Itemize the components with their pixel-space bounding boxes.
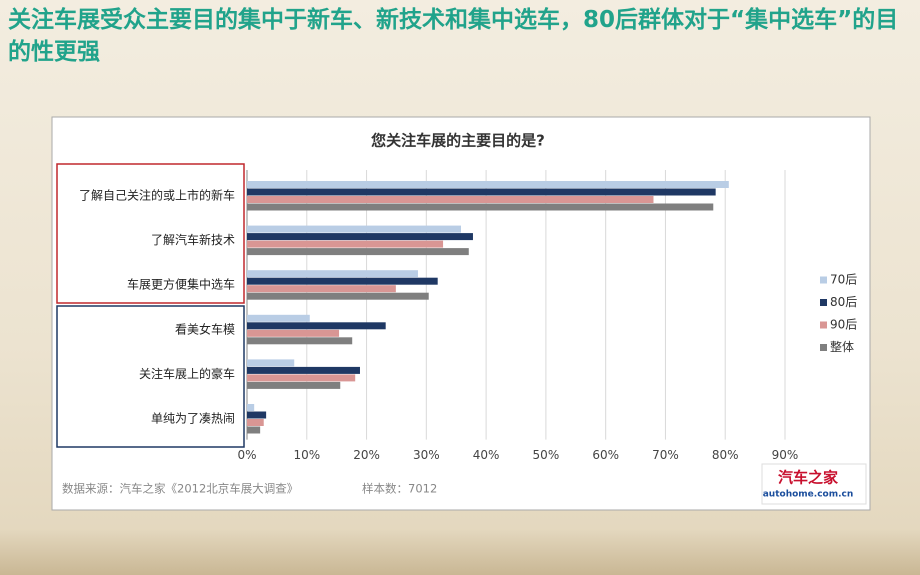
- y-tick-label: 了解自己关注的或上市的新车: [79, 188, 235, 203]
- y-tick-label: 了解汽车新技术: [151, 232, 235, 247]
- y-tick-label: 车展更方便集中选车: [127, 277, 235, 292]
- x-tick-label: 40%: [473, 448, 500, 462]
- legend-label: 80后: [830, 295, 857, 309]
- legend-swatch: [820, 299, 827, 306]
- bar: [247, 337, 353, 345]
- bar: [247, 277, 438, 285]
- y-tick-label: 看美女车模: [175, 321, 235, 336]
- bar: [247, 426, 261, 434]
- bar: [247, 374, 356, 382]
- slide-title: 关注车展受众主要目的集中于新车、新技术和集中选车，80后群体对于“集中选车”的目…: [8, 7, 899, 65]
- x-tick-label: 50%: [533, 448, 560, 462]
- legend-swatch: [820, 276, 827, 284]
- y-tick-label: 关注车展上的豪车: [139, 366, 235, 381]
- logo-url: autohome.com.cn: [763, 490, 854, 500]
- x-tick-label: 20%: [353, 448, 380, 462]
- legend-label: 整体: [830, 339, 854, 354]
- x-tick-label: 70%: [652, 448, 679, 462]
- y-tick-label: 单纯为了凑热闹: [151, 412, 235, 426]
- bar: [247, 381, 341, 389]
- bar: [247, 366, 360, 374]
- x-tick-label: 90%: [772, 448, 799, 462]
- bar: [247, 270, 418, 278]
- x-tick-label: 30%: [413, 448, 440, 462]
- x-tick-label: 0%: [237, 448, 256, 462]
- bar: [247, 329, 340, 337]
- bar: [247, 233, 473, 241]
- x-tick-label: 10%: [293, 448, 320, 462]
- legend-label: 70后: [830, 273, 857, 287]
- logo-name: 汽车之家: [778, 469, 838, 487]
- legend-swatch: [820, 321, 827, 329]
- highlight-box: [56, 305, 245, 448]
- sample-note: 样本数：7012: [362, 482, 437, 496]
- bar: [247, 404, 255, 411]
- bar: [247, 225, 462, 233]
- chart-title: 您关注车展的主要目的是?: [370, 132, 545, 150]
- bar: [247, 248, 469, 256]
- source-note: 数据来源：汽车之家《2012北京车展大调查》: [62, 482, 298, 496]
- bar: [247, 285, 396, 293]
- highlight-box: [56, 163, 245, 304]
- bar: [247, 196, 654, 203]
- x-tick-label: 60%: [592, 448, 619, 462]
- bar: [247, 359, 295, 367]
- bar: [247, 322, 386, 330]
- legend-label: 90后: [830, 318, 857, 332]
- bar: [247, 240, 444, 248]
- bar: [247, 411, 267, 419]
- logo-box: [761, 463, 867, 505]
- bar: [247, 181, 729, 188]
- bar: [247, 419, 264, 426]
- bar: [247, 188, 716, 196]
- bar: [247, 292, 429, 300]
- legend-swatch: [820, 344, 827, 351]
- bar: [247, 203, 714, 211]
- chart-panel: [51, 116, 871, 511]
- bar: [247, 314, 310, 322]
- x-tick-label: 80%: [712, 448, 739, 462]
